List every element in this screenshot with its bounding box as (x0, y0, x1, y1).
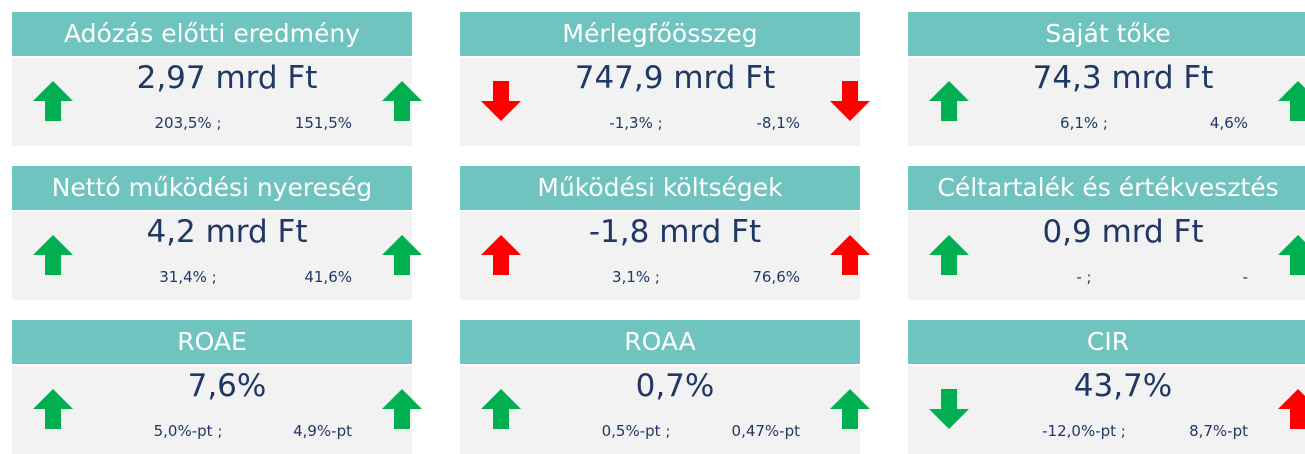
trend-arrow (33, 235, 73, 275)
kpi-value: 4,2 mrd Ft (146, 214, 308, 250)
card-body: 74,3 mrd Ft 6,1% ; 4,6% (908, 58, 1305, 146)
card-title: Adózás előtti eredmény (12, 12, 412, 56)
kpi-card: ROAA 0,7% 0,5%-pt ; 0,47%-pt (460, 320, 870, 454)
arrow-shape (481, 81, 521, 121)
trend-arrow (1278, 81, 1305, 121)
kpi-value: 2,97 mrd Ft (136, 60, 318, 96)
trend-arrow (1278, 235, 1305, 275)
kpi-value: 7,6% (187, 368, 267, 404)
card-body: 0,7% 0,5%-pt ; 0,47%-pt (460, 366, 870, 454)
kpi-value: 74,3 mrd Ft (1032, 60, 1214, 96)
card-title: ROAA (460, 320, 860, 364)
trend-arrow (830, 81, 870, 121)
change-left: -1,3% ; (609, 114, 663, 132)
change-left: 3,1% ; (612, 268, 660, 286)
arrow-shape (830, 389, 870, 429)
card-title: Mérlegfőösszeg (460, 12, 860, 56)
kpi-value: 747,9 mrd Ft (574, 60, 776, 96)
change-right: - (1242, 268, 1248, 286)
trend-arrow (382, 389, 422, 429)
card-title: Nettó működési nyereség (12, 166, 412, 210)
arrow-shape (929, 81, 969, 121)
arrow-shape (481, 235, 521, 275)
arrow-shape (1278, 81, 1305, 121)
trend-arrow (382, 235, 422, 275)
arrow-shape (1278, 389, 1305, 429)
arrow-shape (481, 389, 521, 429)
trend-arrow (33, 389, 73, 429)
arrow-shape (1278, 235, 1305, 275)
kpi-card: CIR 43,7% -12,0%-pt ; 8,7%-pt (908, 320, 1305, 454)
arrow-shape (929, 389, 969, 429)
card-body: 747,9 mrd Ft -1,3% ; -8,1% (460, 58, 870, 146)
change-left: - ; (1076, 268, 1092, 286)
change-right: 0,47%-pt (731, 422, 800, 440)
change-right: 4,6% (1209, 114, 1248, 132)
trend-arrow (481, 235, 521, 275)
arrow-shape (382, 389, 422, 429)
kpi-card: Céltartalék és értékvesztés 0,9 mrd Ft - ;… (908, 166, 1305, 300)
kpi-value: 0,7% (635, 368, 715, 404)
trend-arrow (481, 389, 521, 429)
trend-arrow (830, 389, 870, 429)
card-body: 7,6% 5,0%-pt ; 4,9%-pt (12, 366, 422, 454)
kpi-value: -1,8 mrd Ft (588, 214, 762, 250)
card-title: Működési költségek (460, 166, 860, 210)
change-right: 76,6% (752, 268, 800, 286)
arrow-shape (382, 235, 422, 275)
card-body: 4,2 mrd Ft 31,4% ; 41,6% (12, 212, 422, 300)
card-title: ROAE (12, 320, 412, 364)
trend-arrow (1278, 389, 1305, 429)
trend-arrow (481, 81, 521, 121)
card-title: Saját tőke (908, 12, 1305, 56)
trend-arrow (33, 81, 73, 121)
card-body: 2,97 mrd Ft 203,5% ; 151,5% (12, 58, 422, 146)
trend-arrow (929, 235, 969, 275)
arrow-shape (33, 389, 73, 429)
arrow-shape (830, 235, 870, 275)
card-title: CIR (908, 320, 1305, 364)
change-left: -12,0%-pt ; (1042, 422, 1126, 440)
change-right: -8,1% (756, 114, 800, 132)
trend-arrow (830, 235, 870, 275)
kpi-value: 43,7% (1073, 368, 1173, 404)
arrow-shape (929, 235, 969, 275)
change-right: 151,5% (294, 114, 352, 132)
arrow-shape (33, 81, 73, 121)
change-right: 8,7%-pt (1189, 422, 1248, 440)
kpi-card: Saját tőke 74,3 mrd Ft 6,1% ; 4,6% (908, 12, 1305, 146)
card-title: Céltartalék és értékvesztés (908, 166, 1305, 210)
arrow-shape (382, 81, 422, 121)
kpi-card: ROAE 7,6% 5,0%-pt ; 4,9%-pt (12, 320, 422, 454)
change-left: 31,4% ; (159, 268, 217, 286)
change-left: 203,5% ; (154, 114, 222, 132)
kpi-card: Működési költségek -1,8 mrd Ft 3,1% ; 76,6% (460, 166, 870, 300)
change-left: 6,1% ; (1060, 114, 1108, 132)
change-left: 5,0%-pt ; (153, 422, 223, 440)
trend-arrow (929, 81, 969, 121)
change-right: 41,6% (304, 268, 352, 286)
change-left: 0,5%-pt ; (601, 422, 671, 440)
trend-arrow (382, 81, 422, 121)
card-body: 0,9 mrd Ft - ; - (908, 212, 1305, 300)
kpi-card: Mérlegfőösszeg 747,9 mrd Ft -1,3% ; -8,1% (460, 12, 870, 146)
kpi-card: Adózás előtti eredmény 2,97 mrd Ft 203,5% … (12, 12, 422, 146)
trend-arrow (929, 389, 969, 429)
kpi-value: 0,9 mrd Ft (1042, 214, 1204, 250)
kpi-card: Nettó működési nyereség 4,2 mrd Ft 31,4% ;… (12, 166, 422, 300)
card-body: -1,8 mrd Ft 3,1% ; 76,6% (460, 212, 870, 300)
arrow-shape (33, 235, 73, 275)
change-right: 4,9%-pt (293, 422, 352, 440)
card-body: 43,7% -12,0%-pt ; 8,7%-pt (908, 366, 1305, 454)
arrow-shape (830, 81, 870, 121)
